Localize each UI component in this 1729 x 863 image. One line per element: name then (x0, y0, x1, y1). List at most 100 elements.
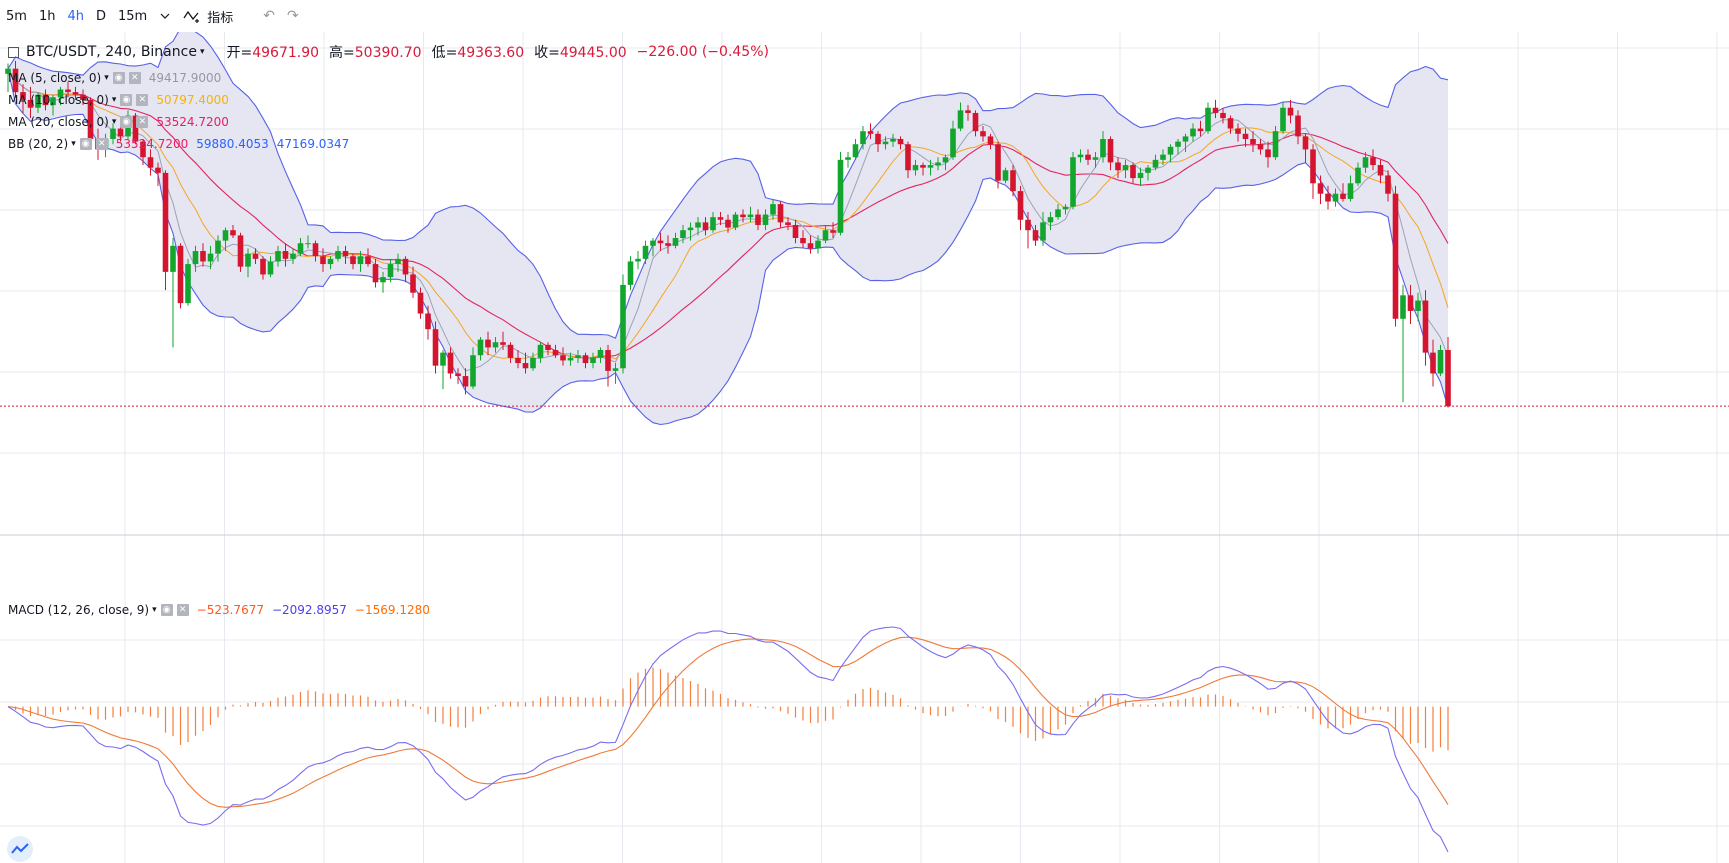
candle-body (342, 251, 349, 257)
chevron-down-icon[interactable]: ▾ (104, 73, 109, 83)
chevron-down-icon[interactable]: ▾ (111, 117, 117, 127)
chevron-down-icon[interactable]: ▾ (199, 47, 205, 57)
candle-body (387, 264, 394, 278)
eye-icon[interactable]: ◉ (120, 116, 133, 128)
eye-icon[interactable]: ◉ (79, 138, 92, 150)
interval-4h[interactable]: 4h (67, 8, 84, 24)
logo-icon (11, 843, 29, 854)
close-icon[interactable]: ✕ (136, 116, 149, 128)
candle-body (905, 144, 911, 171)
candle-body (147, 157, 154, 168)
candle-body (590, 357, 596, 364)
candle-body (1092, 157, 1099, 160)
candle-body (1422, 300, 1429, 353)
interval-dropdown[interactable] (153, 10, 177, 22)
candle-body (1107, 139, 1114, 163)
candle-body (320, 256, 326, 265)
ma10-legend: MA (10, close, 0) ▾ ◉ ✕ 50797.4000 (8, 93, 229, 107)
macd-line-value: −2092.8957 (271, 603, 347, 617)
candle-body (275, 251, 281, 262)
collapse-legend-icon[interactable] (8, 46, 19, 58)
candle-body (1295, 115, 1301, 137)
redo-icon[interactable]: ↷ (286, 8, 299, 24)
eye-icon[interactable]: ◉ (120, 94, 133, 106)
candle-body (560, 355, 566, 361)
candle-body (980, 131, 986, 137)
interval-15m[interactable]: 15m (117, 8, 148, 24)
close-icon[interactable]: ✕ (128, 72, 141, 84)
candle-body (500, 342, 506, 345)
close-icon[interactable]: ✕ (95, 138, 108, 150)
candle-body (327, 258, 334, 265)
candle-body (410, 274, 416, 293)
close-icon[interactable]: ✕ (176, 604, 189, 616)
candle-body (1377, 165, 1384, 176)
candle-body (522, 363, 529, 369)
candle-body (717, 217, 724, 220)
macd-signal-line (7, 636, 1449, 808)
candle-body (1047, 217, 1054, 223)
open-value: 开=49671.90 (226, 45, 320, 61)
candle-body (1265, 149, 1271, 158)
tradingview-logo[interactable] (7, 836, 33, 862)
candle-body (1257, 144, 1264, 150)
candle-body (942, 157, 949, 163)
candle-body (27, 99, 34, 108)
candle-body (215, 240, 221, 254)
candle-body (537, 344, 544, 358)
candle-body (927, 165, 934, 168)
undo-icon[interactable]: ↶ (263, 8, 275, 24)
candle-body (1340, 193, 1346, 199)
candle-body (1227, 118, 1234, 129)
candle-body (1310, 149, 1316, 184)
price-chart[interactable] (0, 32, 1729, 863)
candle-body (792, 224, 799, 238)
candle-body (1010, 170, 1016, 192)
candle-body (1325, 193, 1331, 202)
candle-body (1242, 133, 1249, 139)
candle-body (1062, 206, 1069, 210)
interval-d[interactable]: D (95, 8, 106, 24)
chevron-down-icon[interactable]: ▾ (111, 95, 117, 105)
indicators-button[interactable]: 指标 (177, 7, 239, 26)
candle-body (380, 277, 386, 283)
candle-body (785, 222, 791, 225)
candle-body (1145, 167, 1151, 173)
eye-icon[interactable]: ◉ (160, 604, 173, 616)
candle-body (702, 222, 709, 231)
bb-legend: BB (20, 2) ▾ ◉ ✕ 53524.7200 59880.4053 47… (8, 137, 349, 151)
ma20-legend: MA (20, close, 0) ▾ ◉ ✕ 53524.7200 (8, 115, 229, 129)
eye-icon[interactable]: ◉ (112, 72, 125, 84)
chevron-down-icon (160, 13, 170, 19)
candle-body (875, 133, 881, 145)
indicators-icon (183, 10, 200, 23)
chevron-down-icon[interactable]: ▾ (152, 605, 157, 615)
candle-body (1347, 183, 1354, 199)
candle-body (1445, 350, 1451, 407)
candle-body (1055, 209, 1061, 218)
candle-body (1280, 107, 1286, 132)
candle-body (1400, 295, 1406, 319)
ma10-name: MA (10, close, 0) (8, 93, 109, 107)
candle-body (1002, 170, 1009, 181)
candle-body (1302, 136, 1309, 150)
interval-5m[interactable]: 5m (6, 8, 27, 24)
candle-body (425, 313, 431, 330)
candle-body (1317, 183, 1324, 194)
candle-body (1070, 157, 1076, 207)
candle-body (485, 339, 491, 348)
candle-body (350, 256, 356, 265)
chevron-down-icon[interactable]: ▾ (71, 139, 76, 149)
candle-body (432, 329, 439, 366)
candle-body (755, 214, 761, 225)
candle-body (732, 214, 739, 228)
candle-body (852, 144, 859, 158)
interval-1h[interactable]: 1h (38, 8, 56, 24)
close-icon[interactable]: ✕ (136, 94, 149, 106)
candle-body (417, 292, 424, 314)
symbol-title: BTC/USDT, 240, Binance (26, 44, 197, 60)
macd-name: MACD (12, 26, close, 9) (8, 603, 150, 617)
candle-body (687, 227, 694, 231)
candle-body (725, 219, 731, 228)
candle-body (582, 355, 589, 364)
